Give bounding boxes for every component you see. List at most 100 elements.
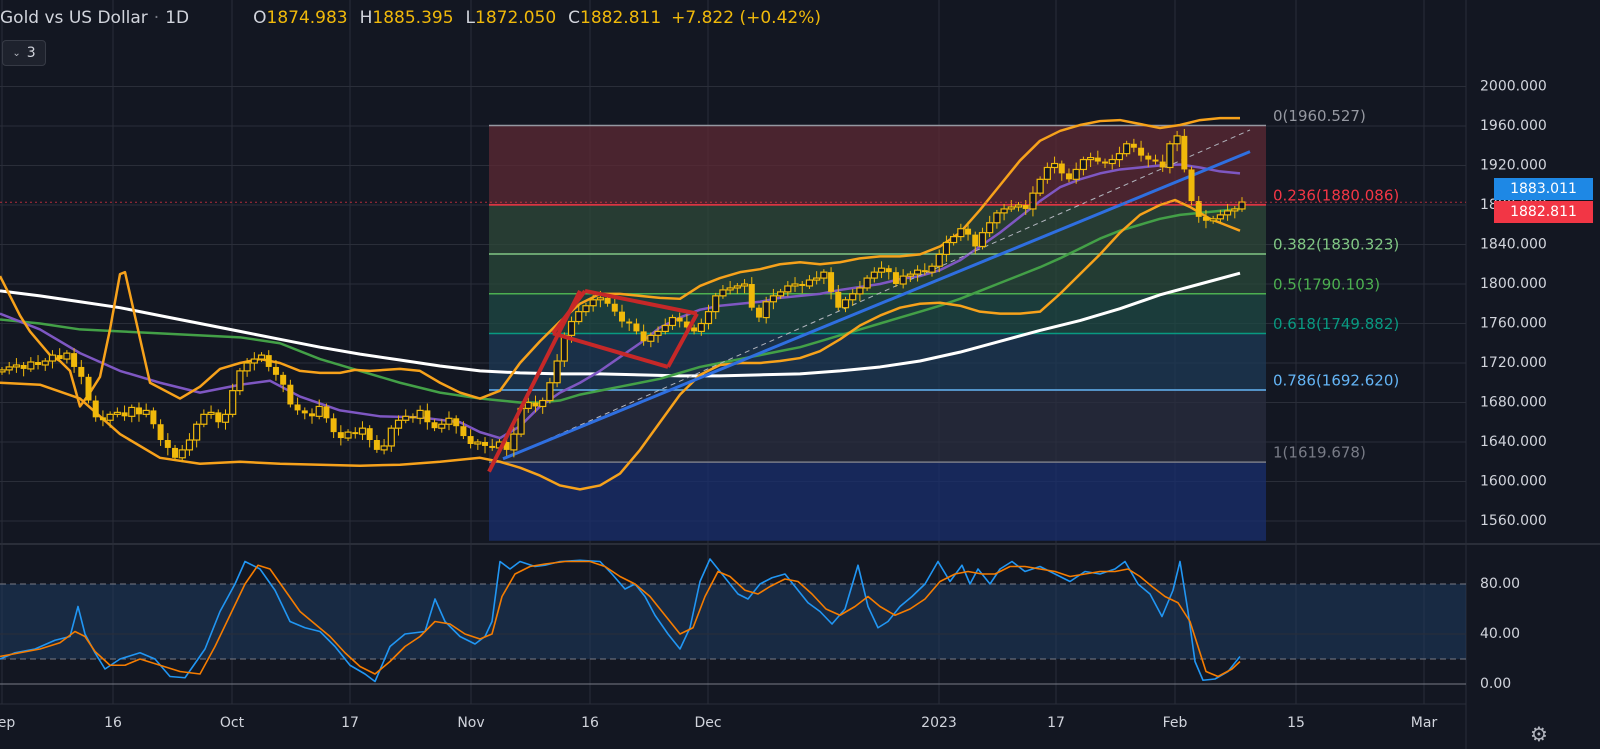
- candle-body: [1223, 210, 1232, 216]
- candle-body: [503, 442, 510, 450]
- candle-body: [611, 303, 618, 312]
- candle-body: [1050, 162, 1059, 169]
- candle-body: [841, 299, 850, 309]
- time-axis-label: 2023: [921, 715, 957, 731]
- bollinger-upper-line: [0, 116, 1240, 408]
- candle-body: [777, 291, 785, 297]
- time-axis-label: Oct: [220, 715, 245, 731]
- candle-body: [892, 272, 899, 284]
- time-axis-label: Feb: [1163, 715, 1188, 731]
- candle-body: [575, 311, 583, 323]
- candle-body: [633, 323, 640, 332]
- candle-body: [1123, 143, 1131, 155]
- pattern-channel-upper: [584, 288, 698, 316]
- candle-body: [221, 413, 230, 423]
- candle-body: [394, 419, 403, 429]
- candle-body: [1029, 192, 1037, 210]
- candle-body: [142, 409, 150, 415]
- candle-body: [1202, 216, 1209, 221]
- candle-body: [207, 411, 215, 415]
- fib-zone: [489, 293, 1266, 334]
- candle-body: [524, 401, 532, 410]
- candle-body: [899, 275, 907, 285]
- candle-body: [828, 272, 835, 292]
- candle-body: [784, 285, 792, 293]
- candle-body: [733, 285, 741, 289]
- candle-body: [1130, 143, 1137, 148]
- change-value: +7.822 (+0.42%): [671, 8, 821, 28]
- candle-body: [719, 289, 727, 297]
- candle-body: [71, 353, 78, 367]
- candle-body: [755, 307, 762, 318]
- time-axis-label: Sep: [0, 715, 15, 731]
- candle-body: [835, 291, 842, 308]
- indicators-count: 3: [26, 45, 36, 61]
- candle-body: [1159, 161, 1166, 168]
- candle-body: [193, 423, 201, 441]
- interval-label[interactable]: 1D: [165, 8, 190, 28]
- candle-body: [676, 317, 683, 322]
- trendline-dashed: [505, 129, 1251, 459]
- candle-body: [539, 399, 547, 408]
- gear-icon[interactable]: ⚙: [1530, 722, 1548, 746]
- open-value: 1874.983: [266, 8, 348, 28]
- price-axis-label: 1640.000: [1480, 434, 1547, 450]
- candle-body: [402, 415, 410, 421]
- candle-body: [272, 366, 279, 375]
- candle-body: [993, 212, 1001, 224]
- candle-body: [604, 297, 611, 304]
- trendline-ascending: [502, 150, 1251, 461]
- candle-body: [200, 413, 208, 425]
- candle-body: [972, 234, 979, 247]
- indicators-collapse-button[interactable]: ⌄ 3: [2, 40, 46, 66]
- candle-body: [935, 253, 943, 267]
- open-label: O: [253, 8, 267, 28]
- candle-body: [799, 284, 806, 286]
- pattern-channel-right: [666, 312, 699, 368]
- low-label: L: [465, 8, 476, 28]
- fib-level-label: 0.236(1880.086): [1273, 186, 1399, 204]
- candle-body: [301, 410, 308, 414]
- candle-body: [5, 366, 13, 371]
- candle-body: [373, 440, 380, 450]
- candle-body: [748, 284, 755, 308]
- candle-body: [647, 334, 655, 342]
- candle-body: [1173, 135, 1181, 145]
- candle-body: [460, 426, 467, 437]
- price-axis-label: 1800.000: [1480, 276, 1547, 292]
- ema-slow-line: [0, 271, 1241, 378]
- ema-mid-line: [0, 207, 1241, 404]
- candle-body: [185, 439, 194, 451]
- candle-body: [704, 311, 713, 325]
- candle-body: [1000, 208, 1008, 214]
- candle-body: [41, 360, 49, 366]
- candle-body: [409, 416, 416, 419]
- candle-body: [344, 431, 352, 439]
- candle-body: [546, 382, 554, 402]
- candle-body: [928, 265, 936, 273]
- candle-body: [1238, 201, 1246, 210]
- candle-body: [1014, 204, 1023, 208]
- price-axis-label: 2000.000: [1480, 79, 1547, 95]
- candle-body: [178, 449, 186, 459]
- fib-zone: [489, 333, 1266, 391]
- oscillator-axis-label: 0.00: [1480, 676, 1511, 692]
- oscillator-axis-label: 40.00: [1480, 626, 1520, 642]
- candle-body: [1145, 155, 1152, 160]
- symbol-legend: Gold vs US Dollar · 1D O 1874.983 H 1885.3…: [0, 6, 821, 30]
- candle-body: [445, 417, 453, 425]
- candle-body: [813, 277, 821, 281]
- candle-body: [697, 322, 705, 333]
- candle-group: [0, 128, 1246, 463]
- low-value: 1872.050: [475, 8, 557, 28]
- candle-body: [172, 447, 179, 458]
- candle-body: [229, 390, 237, 415]
- candle-body: [1181, 135, 1188, 170]
- candle-body: [691, 327, 698, 332]
- candle-body: [250, 358, 258, 364]
- candle-body: [726, 287, 734, 291]
- fib-zone: [489, 462, 1266, 541]
- time-axis-label: 15: [1287, 715, 1305, 731]
- symbol-name[interactable]: Gold vs US Dollar: [0, 8, 148, 28]
